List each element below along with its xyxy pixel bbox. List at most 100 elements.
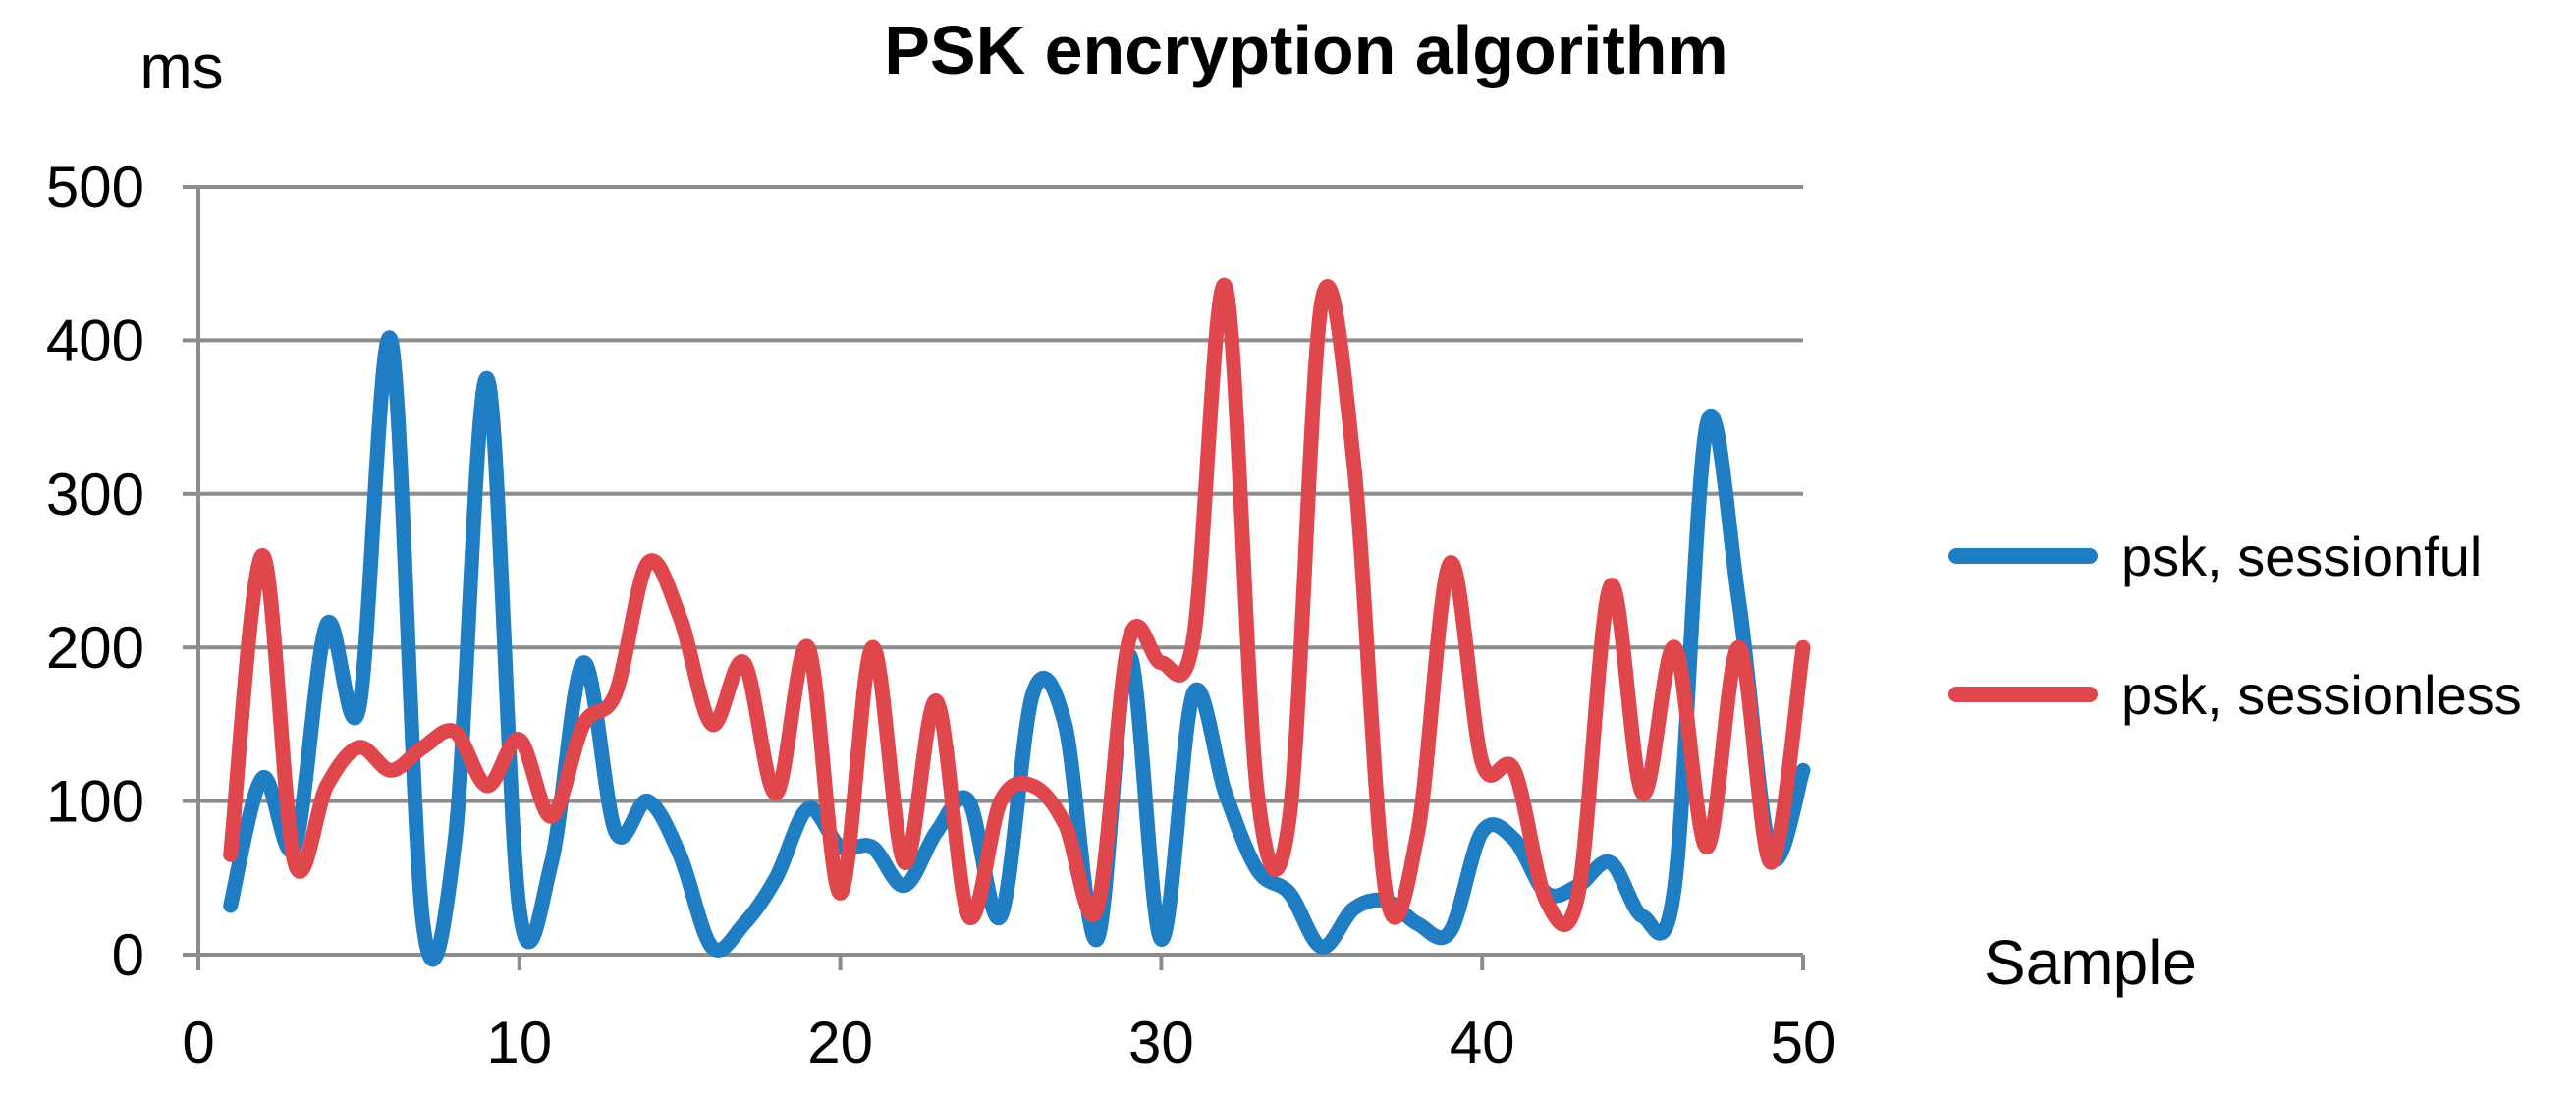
data-point-s0-4 <box>357 708 359 710</box>
data-point-s1-47 <box>1738 646 1740 648</box>
data-point-s0-3 <box>326 624 328 626</box>
data-point-s1-35 <box>1352 463 1354 465</box>
legend-label-1: psk, sessionless <box>2121 664 2522 726</box>
y-tick-label-5: 500 <box>46 154 144 220</box>
data-point-s1-45 <box>1673 646 1675 648</box>
data-point-s0-21 <box>904 885 905 887</box>
data-point-s1-37 <box>1417 831 1419 833</box>
data-point-s1-36 <box>1385 892 1387 894</box>
data-point-s1-41 <box>1546 900 1548 902</box>
data-point-s0-6 <box>422 923 424 925</box>
data-point-s0-14 <box>679 854 681 855</box>
y-tick-label-3: 300 <box>46 462 144 527</box>
data-point-s1-13 <box>647 562 649 564</box>
data-point-s0-32 <box>1256 869 1258 871</box>
chart-title: PSK encryption algorithm <box>884 12 1728 88</box>
data-point-s0-37 <box>1417 923 1419 925</box>
data-point-s1-1 <box>261 554 263 556</box>
data-point-s0-12 <box>615 831 617 833</box>
x-tick-labels: 0 10 20 30 40 50 <box>182 1010 1836 1075</box>
data-point-s0-27 <box>1096 938 1098 940</box>
data-point-s1-16 <box>743 662 745 664</box>
x-tick-label-3: 30 <box>1128 1010 1194 1075</box>
legend-label-0: psk, sessionful <box>2121 525 2482 587</box>
data-point-s1-15 <box>711 723 713 725</box>
x-tick-label-1: 10 <box>486 1010 552 1075</box>
data-point-s0-43 <box>1610 861 1612 863</box>
data-point-s1-34 <box>1321 301 1323 303</box>
data-point-s1-14 <box>679 616 681 618</box>
data-point-s0-47 <box>1738 600 1740 602</box>
data-point-s1-27 <box>1096 908 1098 909</box>
data-point-s1-25 <box>1032 785 1034 787</box>
series-line-1 <box>223 277 1811 933</box>
data-point-s1-42 <box>1577 892 1579 894</box>
data-point-s0-44 <box>1642 915 1644 917</box>
data-point-s1-5 <box>390 769 392 771</box>
y-tick-label-1: 100 <box>46 769 144 835</box>
data-point-s0-22 <box>936 831 938 833</box>
y-axis-title: ms <box>139 31 223 102</box>
data-point-s1-4 <box>357 746 359 748</box>
data-point-s1-2 <box>294 861 296 863</box>
data-point-s0-11 <box>582 662 584 664</box>
data-point-s0-49 <box>1802 769 1804 771</box>
data-point-s1-23 <box>967 915 969 917</box>
data-point-s0-23 <box>967 800 969 802</box>
data-point-s1-17 <box>775 793 777 795</box>
data-point-s1-43 <box>1610 585 1612 587</box>
y-tick-label-0: 0 <box>112 922 144 988</box>
data-point-s0-16 <box>743 923 745 925</box>
y-tick-label-4: 400 <box>46 307 144 373</box>
data-point-s1-38 <box>1450 562 1452 564</box>
series-lines <box>223 277 1811 967</box>
data-point-s1-6 <box>422 746 424 748</box>
data-point-s1-22 <box>936 700 938 702</box>
data-point-s1-32 <box>1256 793 1258 795</box>
data-point-s0-26 <box>1064 723 1066 725</box>
data-point-s0-7 <box>454 839 456 841</box>
data-point-s1-29 <box>1160 662 1162 664</box>
data-point-s0-15 <box>711 946 713 948</box>
data-point-s1-49 <box>1802 646 1804 648</box>
x-tick-label-2: 20 <box>807 1010 873 1075</box>
data-point-s1-0 <box>230 854 232 855</box>
data-point-s1-24 <box>1000 800 1002 802</box>
data-point-s0-30 <box>1192 692 1194 694</box>
data-point-s0-24 <box>1000 915 1002 917</box>
data-point-s1-11 <box>582 723 584 725</box>
data-point-s1-3 <box>326 785 328 787</box>
data-point-s0-39 <box>1481 831 1483 833</box>
x-tick-label-0: 0 <box>182 1010 214 1075</box>
y-tick-label-2: 200 <box>46 615 144 681</box>
data-point-s1-48 <box>1770 861 1772 863</box>
data-point-s0-25 <box>1032 692 1034 694</box>
data-point-s0-31 <box>1225 793 1227 795</box>
data-point-s0-38 <box>1450 931 1452 933</box>
data-point-s0-45 <box>1673 885 1675 887</box>
data-point-s1-30 <box>1192 638 1194 640</box>
data-point-s0-18 <box>807 807 809 809</box>
data-point-s1-8 <box>486 785 488 787</box>
data-point-s0-13 <box>647 800 649 802</box>
data-point-s1-10 <box>550 815 552 817</box>
data-point-s1-12 <box>615 692 617 694</box>
data-point-s0-29 <box>1160 938 1162 940</box>
data-point-s0-46 <box>1706 423 1708 425</box>
x-tick-label-5: 50 <box>1771 1010 1836 1075</box>
data-point-s1-21 <box>904 861 905 863</box>
data-point-s0-9 <box>519 908 521 909</box>
data-point-s1-18 <box>807 646 809 648</box>
axes <box>183 185 1805 970</box>
data-point-s0-1 <box>261 777 263 779</box>
legend: psk, sessionful psk, sessionless <box>1948 525 2522 726</box>
data-point-s1-33 <box>1288 815 1290 817</box>
data-point-s0-0 <box>230 905 232 907</box>
data-point-s1-19 <box>840 892 842 894</box>
data-point-s0-20 <box>871 847 873 849</box>
data-point-s1-26 <box>1064 823 1066 825</box>
data-point-s0-33 <box>1288 892 1290 894</box>
data-point-s1-46 <box>1706 847 1708 849</box>
data-point-s1-28 <box>1128 638 1130 640</box>
